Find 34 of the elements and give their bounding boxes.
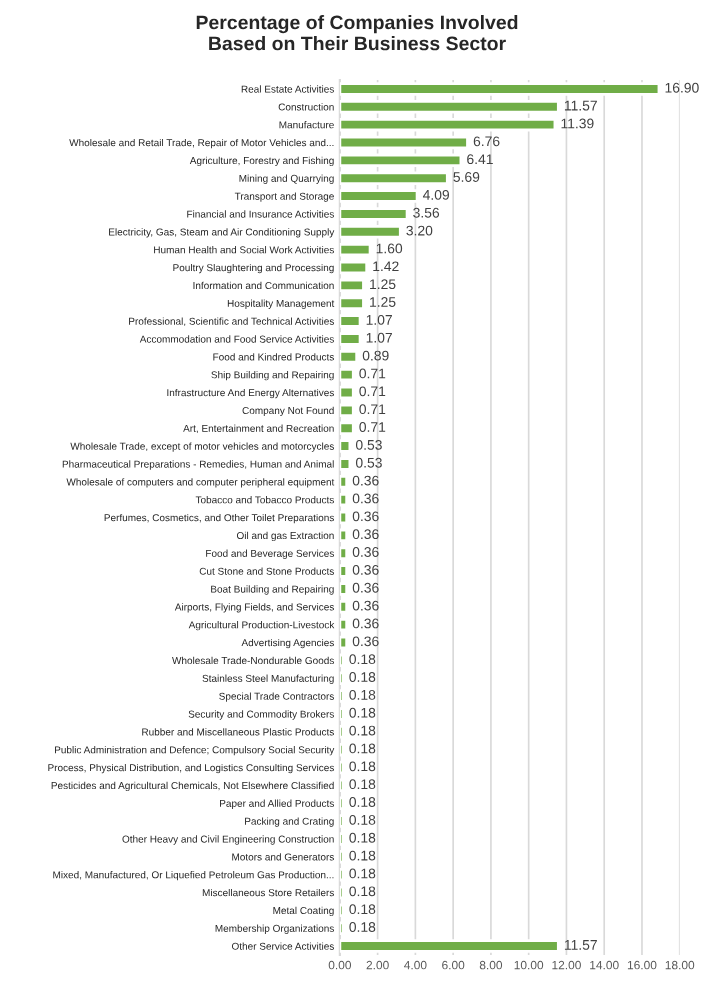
bar xyxy=(339,171,449,185)
bar xyxy=(339,207,409,221)
bar xyxy=(339,350,359,364)
bar xyxy=(339,457,352,471)
bar xyxy=(339,635,349,650)
bar xyxy=(339,475,349,489)
bar xyxy=(339,153,463,168)
bar xyxy=(339,492,349,507)
bar xyxy=(339,82,661,96)
chart-title: Percentage of Companies Involved Based on Their Business Sector xyxy=(196,15,518,51)
bar xyxy=(339,421,355,435)
bar xyxy=(339,332,362,346)
bar xyxy=(339,296,365,310)
bar xyxy=(339,510,349,525)
bar xyxy=(339,135,469,150)
bar xyxy=(339,242,372,257)
bar xyxy=(339,189,419,203)
bar xyxy=(339,564,349,578)
bar xyxy=(339,314,362,328)
bar xyxy=(339,582,349,596)
bar xyxy=(339,403,355,418)
bar xyxy=(339,260,369,275)
bar xyxy=(339,225,402,239)
bar xyxy=(339,100,560,114)
bar xyxy=(339,278,365,293)
bar xyxy=(339,528,349,543)
bar xyxy=(339,385,355,400)
bar xyxy=(339,117,557,132)
bar xyxy=(339,617,349,632)
bar xyxy=(339,939,560,953)
bar xyxy=(339,439,352,453)
bar xyxy=(339,367,355,382)
bar xyxy=(339,546,349,560)
bar xyxy=(339,600,349,614)
